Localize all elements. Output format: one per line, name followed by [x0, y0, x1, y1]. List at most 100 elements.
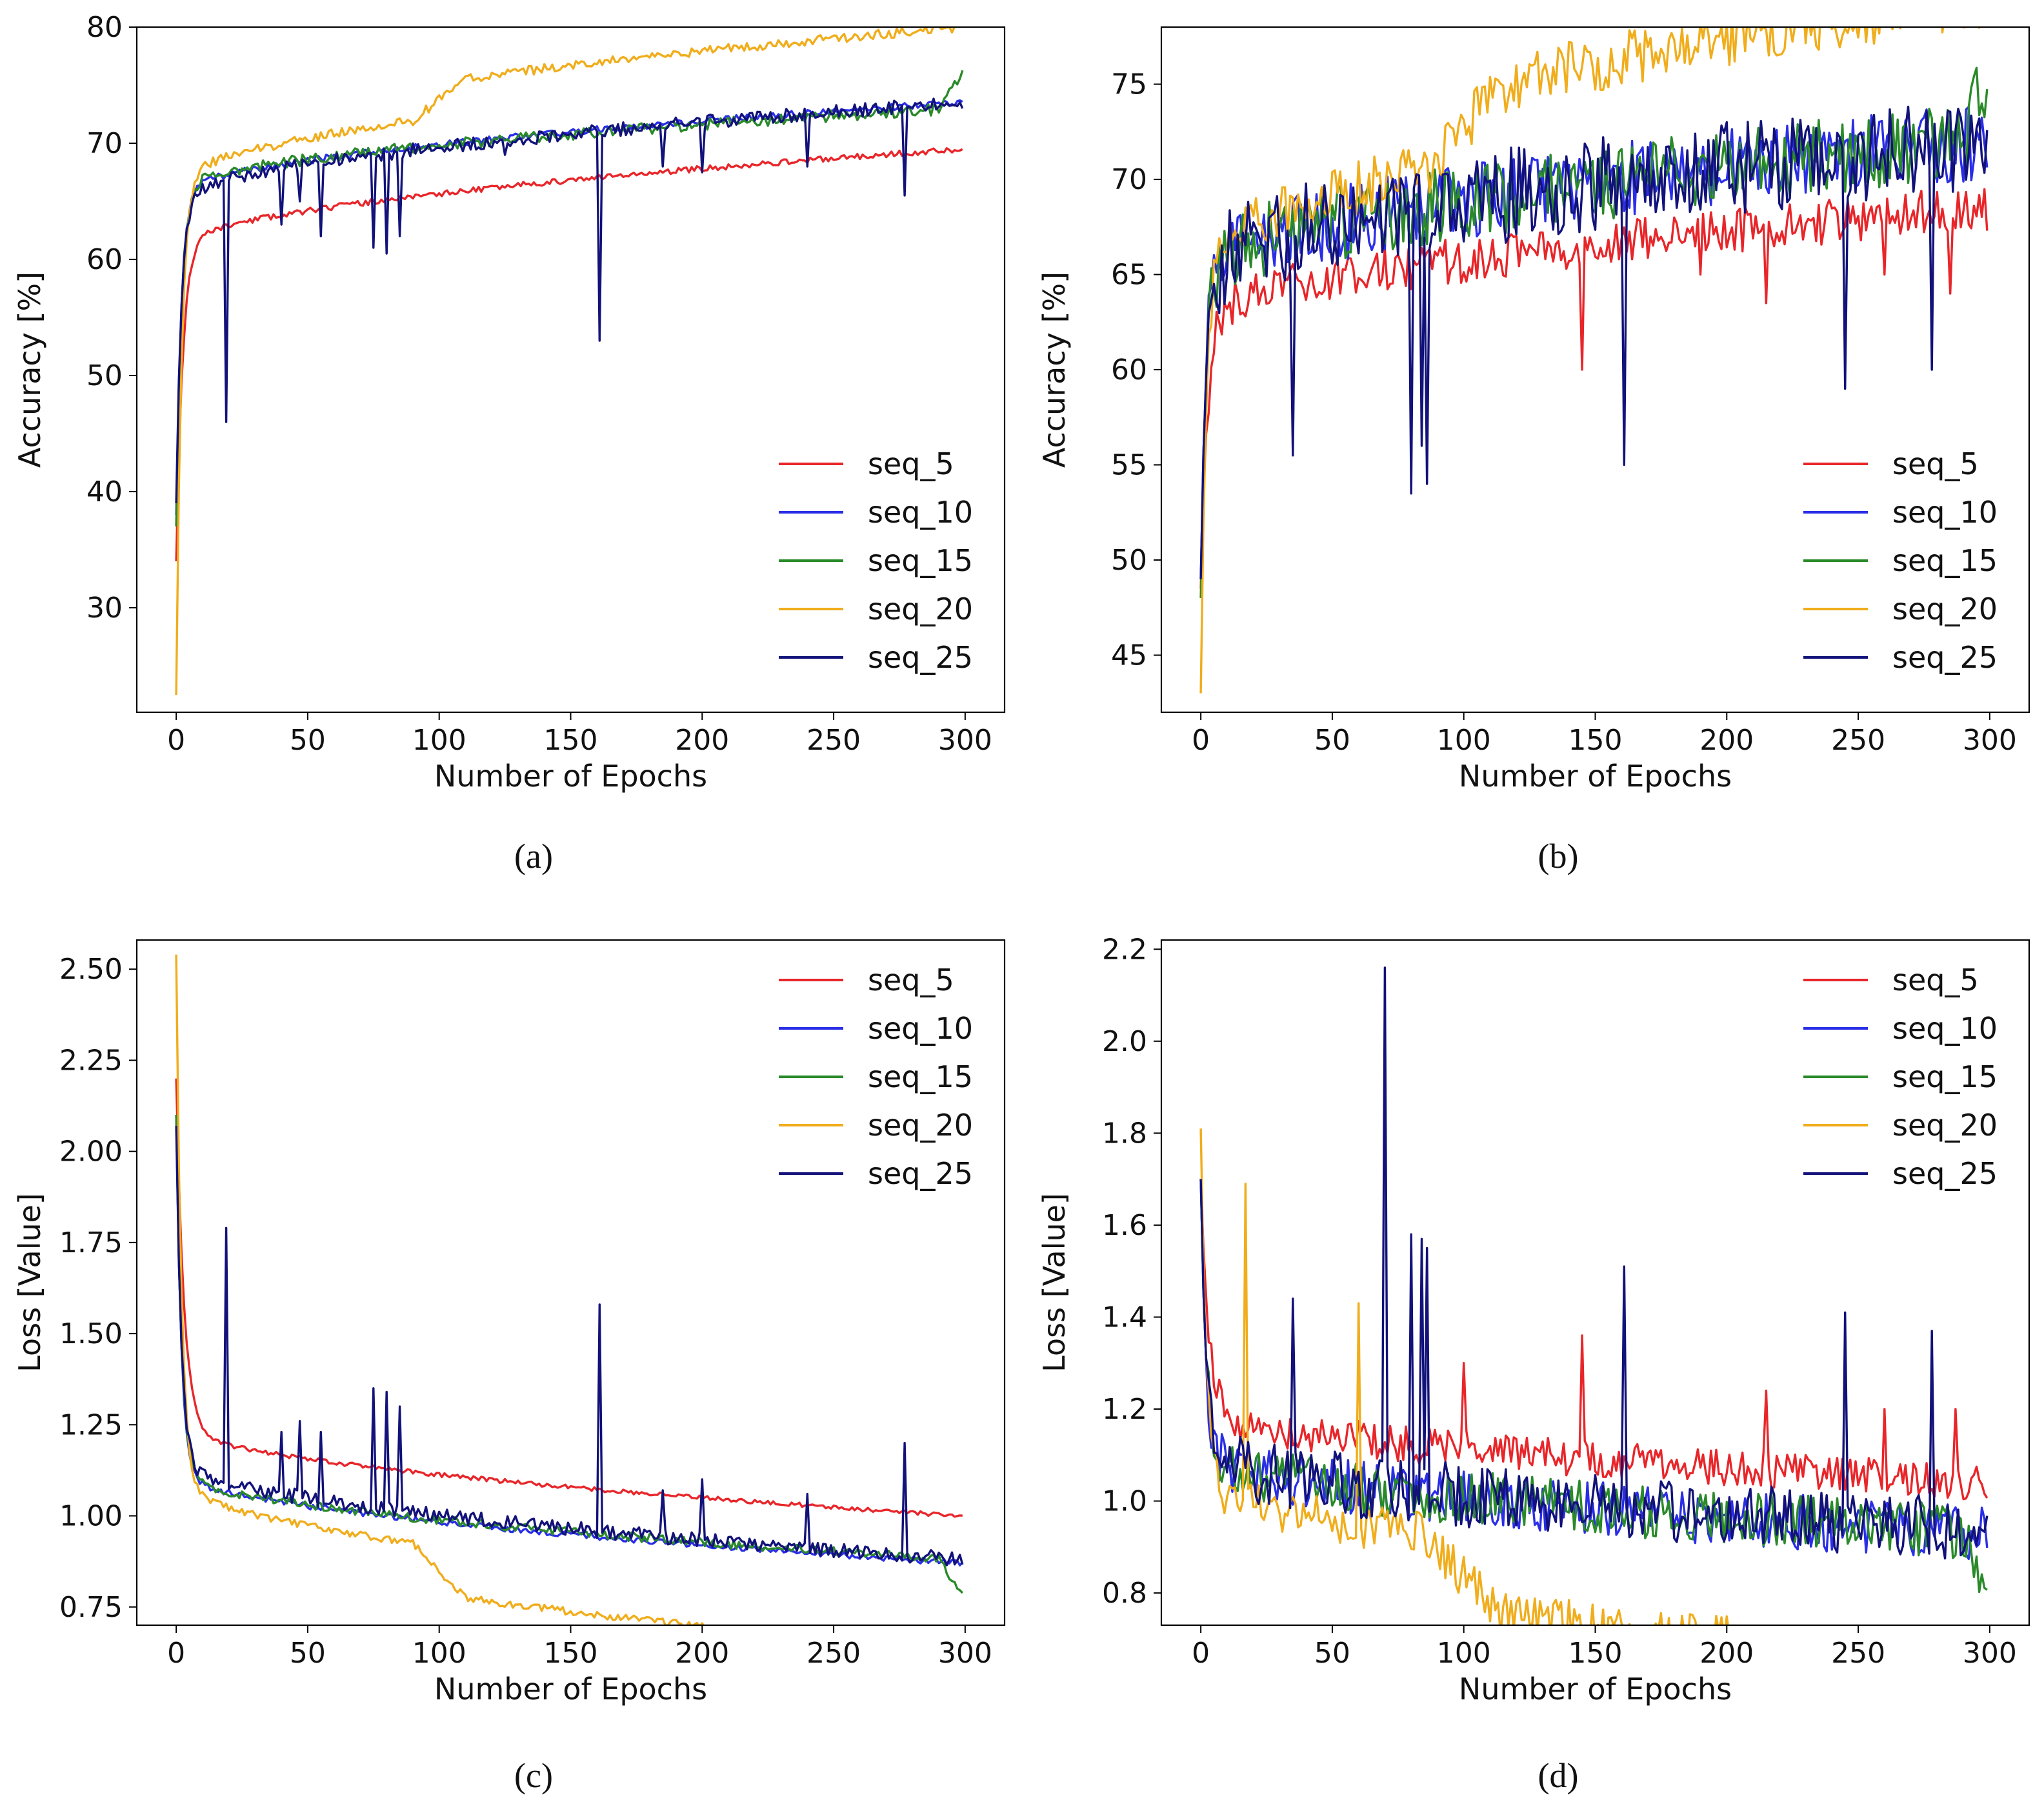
x-tick-label: 0 — [167, 724, 185, 757]
y-tick-label: 50 — [86, 359, 123, 392]
x-tick-label: 50 — [290, 1637, 326, 1670]
y-tick-label: 2.0 — [1102, 1025, 1147, 1058]
legend: seq_5 seq_10 seq_15 seq_20 seq_25 — [779, 963, 973, 1191]
legend-label-seq_15: seq_15 — [1892, 543, 1998, 578]
x-tick-label: 150 — [544, 1637, 598, 1670]
legend-label-seq_20: seq_20 — [868, 1108, 973, 1143]
x-tick-label: 100 — [412, 1637, 466, 1670]
legend: seq_5 seq_10 seq_15 seq_20 seq_25 — [779, 446, 973, 675]
y-tick-label: 2.25 — [59, 1044, 123, 1077]
panel-caption: (a) — [514, 837, 553, 875]
series-line-seq_25 — [175, 1126, 964, 1566]
y-tick-label: 2.50 — [59, 953, 123, 986]
legend-label-seq_15: seq_15 — [1892, 1059, 1998, 1094]
legend: seq_5 seq_10 seq_15 seq_20 seq_25 — [1803, 446, 1998, 675]
y-tick-label: 1.00 — [59, 1500, 123, 1533]
y-tick-label: 55 — [1111, 449, 1147, 482]
x-tick-label: 100 — [1437, 1637, 1491, 1670]
x-tick-label: 300 — [938, 1637, 992, 1670]
series-line-seq_5 — [1199, 188, 1989, 589]
x-tick-label: 250 — [1831, 724, 1885, 757]
x-tick-label: 150 — [1568, 1637, 1623, 1670]
legend-label-seq_25: seq_25 — [868, 1156, 973, 1191]
legend-label-seq_15: seq_15 — [868, 543, 973, 578]
legend-label-seq_5: seq_5 — [1892, 446, 1979, 481]
series-group — [175, 27, 964, 695]
series-line-seq_20 — [1199, 27, 1981, 694]
y-tick-label: 30 — [86, 592, 123, 625]
x-axis-label: Number of Epochs — [1459, 1672, 1732, 1706]
x-tick-label: 150 — [1568, 724, 1623, 757]
y-axis-label: Accuracy [%] — [12, 272, 47, 468]
y-tick-label: 75 — [1111, 68, 1147, 101]
chart-panel-a: 0 50 100 150 200 250 300 30 40 50 60 70 80 Number of … — [12, 11, 1006, 875]
chart-panel-c: 0 50 100 150 200 250 300 0.75 1.00 1.25 1.50 1.75 2.… — [12, 939, 1006, 1795]
y-tick-label: 80 — [86, 11, 123, 44]
series-line-seq_20 — [175, 954, 732, 1625]
y-tick-label: 50 — [1111, 544, 1147, 577]
y-axis-label: Loss [Value] — [12, 1193, 47, 1372]
series-line-seq_15 — [1199, 1179, 1988, 1594]
y-tick-label: 1.6 — [1102, 1209, 1147, 1242]
legend-label-seq_5: seq_5 — [1892, 963, 1979, 997]
panel-caption: (b) — [1538, 837, 1579, 875]
series-line-seq_10 — [1199, 1179, 1989, 1560]
legend-label-seq_20: seq_20 — [1892, 1108, 1998, 1143]
panel-caption: (c) — [514, 1756, 553, 1795]
y-tick-label: 70 — [1111, 163, 1147, 196]
x-tick-label: 0 — [1192, 1637, 1210, 1670]
y-tick-label: 1.0 — [1102, 1485, 1147, 1518]
series-line-seq_5 — [175, 147, 963, 562]
x-tick-label: 200 — [675, 724, 729, 757]
legend-label-seq_5: seq_5 — [868, 446, 954, 481]
series-line-seq_5 — [1199, 1179, 1989, 1501]
x-axis-label: Number of Epochs — [1459, 759, 1732, 794]
x-tick-label: 200 — [1699, 1637, 1754, 1670]
x-tick-label: 50 — [1314, 724, 1350, 757]
x-tick-label: 100 — [1437, 724, 1491, 757]
y-tick-label: 2.2 — [1102, 933, 1147, 966]
y-tick-label: 0.8 — [1102, 1577, 1147, 1610]
x-tick-label: 250 — [807, 724, 861, 757]
legend-label-seq_10: seq_10 — [1892, 495, 1998, 530]
series-line-seq_25 — [175, 97, 964, 504]
y-axis-label: Accuracy [%] — [1037, 272, 1072, 468]
x-tick-label: 300 — [1963, 724, 2017, 757]
y-tick-label: 1.2 — [1102, 1393, 1147, 1426]
series-line-seq_5 — [175, 1078, 963, 1518]
y-tick-label: 60 — [1111, 354, 1147, 386]
series-line-seq_25 — [1199, 966, 1989, 1560]
series-group — [1199, 27, 1989, 694]
y-tick-label: 1.25 — [59, 1408, 123, 1441]
y-tick-label: 1.8 — [1102, 1117, 1147, 1150]
x-tick-label: 200 — [1699, 724, 1754, 757]
series-line-seq_15 — [1199, 66, 1989, 599]
x-tick-label: 150 — [544, 724, 598, 757]
x-tick-label: 300 — [938, 724, 992, 757]
chart-panel-b: 0 50 100 150 200 250 300 45 50 55 60 65 70 75 Number o… — [1037, 26, 2030, 875]
legend-label-seq_10: seq_10 — [868, 495, 973, 530]
y-tick-label: 2.00 — [59, 1136, 123, 1168]
x-tick-label: 100 — [412, 724, 466, 757]
x-tick-label: 250 — [1831, 1637, 1885, 1670]
x-tick-label: 250 — [807, 1637, 861, 1670]
legend-label-seq_20: seq_20 — [1892, 592, 1998, 626]
legend-label-seq_5: seq_5 — [868, 963, 954, 997]
x-tick-label: 0 — [167, 1637, 185, 1670]
x-axis-label: Number of Epochs — [434, 759, 707, 794]
panel-caption: (d) — [1538, 1756, 1579, 1795]
y-tick-label: 40 — [86, 475, 123, 508]
series-line-seq_10 — [175, 1115, 964, 1566]
legend-label-seq_25: seq_25 — [1892, 640, 1998, 675]
legend-label-seq_15: seq_15 — [868, 1059, 973, 1094]
legend-label-seq_20: seq_20 — [868, 592, 973, 626]
series-line-seq_15 — [175, 70, 964, 527]
legend-label-seq_25: seq_25 — [868, 640, 973, 675]
y-tick-label: 65 — [1111, 259, 1147, 292]
y-tick-label: 1.75 — [59, 1226, 123, 1259]
legend: seq_5 seq_10 seq_15 seq_20 seq_25 — [1803, 963, 1998, 1191]
y-tick-label: 1.50 — [59, 1317, 123, 1350]
legend-label-seq_25: seq_25 — [1892, 1156, 1998, 1191]
y-tick-label: 45 — [1111, 639, 1147, 672]
